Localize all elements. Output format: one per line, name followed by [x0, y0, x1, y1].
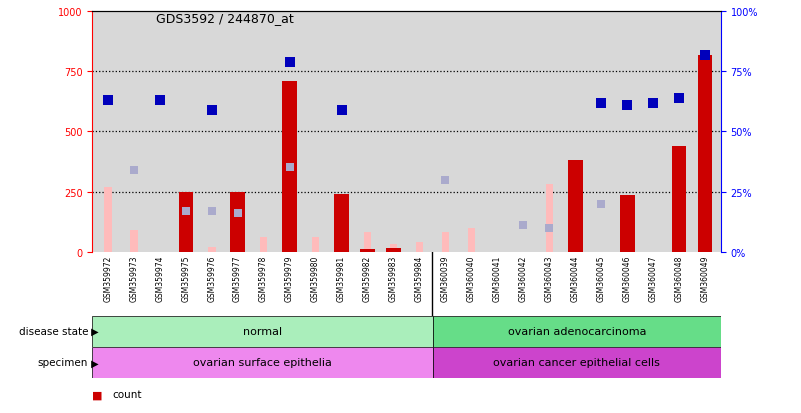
Bar: [130, 230, 138, 252]
Text: GSM359983: GSM359983: [389, 255, 398, 301]
Text: GSM359976: GSM359976: [207, 255, 216, 301]
Text: GSM360048: GSM360048: [674, 255, 684, 301]
Text: GSM359974: GSM359974: [155, 255, 164, 301]
Point: [205, 107, 218, 114]
Bar: [92, 347, 433, 378]
Point: [101, 98, 114, 104]
Text: disease state: disease state: [18, 326, 88, 337]
Text: ▶: ▶: [88, 326, 99, 337]
Text: GSM359973: GSM359973: [129, 255, 139, 301]
Bar: [364, 233, 372, 252]
Text: specimen: specimen: [38, 357, 88, 368]
Text: ■: ■: [92, 412, 103, 413]
Text: GSM360045: GSM360045: [597, 255, 606, 301]
Text: GSM360040: GSM360040: [467, 255, 476, 301]
Text: GSM359984: GSM359984: [415, 255, 424, 301]
Bar: [386, 248, 400, 252]
Text: ovarian adenocarcinoma: ovarian adenocarcinoma: [508, 326, 646, 337]
Text: GSM359981: GSM359981: [337, 255, 346, 301]
Point: [205, 208, 218, 214]
Bar: [416, 242, 424, 252]
Bar: [620, 196, 634, 252]
Text: GSM359978: GSM359978: [259, 255, 268, 301]
Text: GDS3592 / 244870_at: GDS3592 / 244870_at: [156, 12, 294, 25]
Text: GSM359972: GSM359972: [103, 255, 112, 301]
Point: [127, 167, 140, 174]
Text: percentile rank within the sample: percentile rank within the sample: [112, 412, 288, 413]
Point: [543, 225, 556, 231]
Point: [517, 222, 529, 229]
Bar: [468, 228, 475, 252]
Bar: [283, 82, 296, 252]
Point: [595, 201, 608, 207]
Point: [647, 100, 660, 107]
Point: [335, 107, 348, 114]
Text: ovarian cancer epithelial cells: ovarian cancer epithelial cells: [493, 357, 660, 368]
Bar: [389, 245, 397, 252]
Point: [621, 102, 634, 109]
Text: GSM359979: GSM359979: [285, 255, 294, 301]
Bar: [231, 192, 245, 252]
Text: count: count: [112, 389, 142, 399]
Text: GSM360043: GSM360043: [545, 255, 554, 301]
Point: [179, 208, 192, 214]
Point: [284, 165, 296, 171]
Text: GSM360042: GSM360042: [519, 255, 528, 301]
Text: GSM360044: GSM360044: [571, 255, 580, 301]
Text: GSM360039: GSM360039: [441, 255, 450, 301]
Bar: [312, 237, 320, 252]
Bar: [92, 316, 433, 347]
Bar: [441, 233, 449, 252]
Text: GSM360041: GSM360041: [493, 255, 502, 301]
Text: ■: ■: [92, 389, 103, 399]
Text: ▶: ▶: [88, 357, 99, 368]
Point: [231, 210, 244, 217]
Point: [699, 52, 712, 59]
Point: [153, 98, 166, 104]
Point: [595, 100, 608, 107]
Bar: [698, 55, 712, 252]
Point: [284, 59, 296, 66]
Bar: [433, 316, 721, 347]
Bar: [260, 237, 268, 252]
Text: ovarian surface epithelia: ovarian surface epithelia: [193, 357, 332, 368]
Bar: [433, 347, 721, 378]
Text: GSM359975: GSM359975: [181, 255, 190, 301]
Bar: [360, 249, 375, 252]
Text: GSM360049: GSM360049: [701, 255, 710, 301]
Text: GSM360047: GSM360047: [649, 255, 658, 301]
Bar: [672, 147, 686, 252]
Bar: [104, 187, 111, 252]
Point: [439, 177, 452, 183]
Bar: [207, 247, 215, 252]
Bar: [545, 185, 553, 252]
Bar: [334, 195, 348, 252]
Point: [673, 95, 686, 102]
Bar: [568, 161, 582, 252]
Text: GSM359980: GSM359980: [311, 255, 320, 301]
Text: normal: normal: [243, 326, 282, 337]
Text: GSM360046: GSM360046: [623, 255, 632, 301]
Bar: [179, 192, 193, 252]
Text: GSM359982: GSM359982: [363, 255, 372, 301]
Text: GSM359977: GSM359977: [233, 255, 242, 301]
